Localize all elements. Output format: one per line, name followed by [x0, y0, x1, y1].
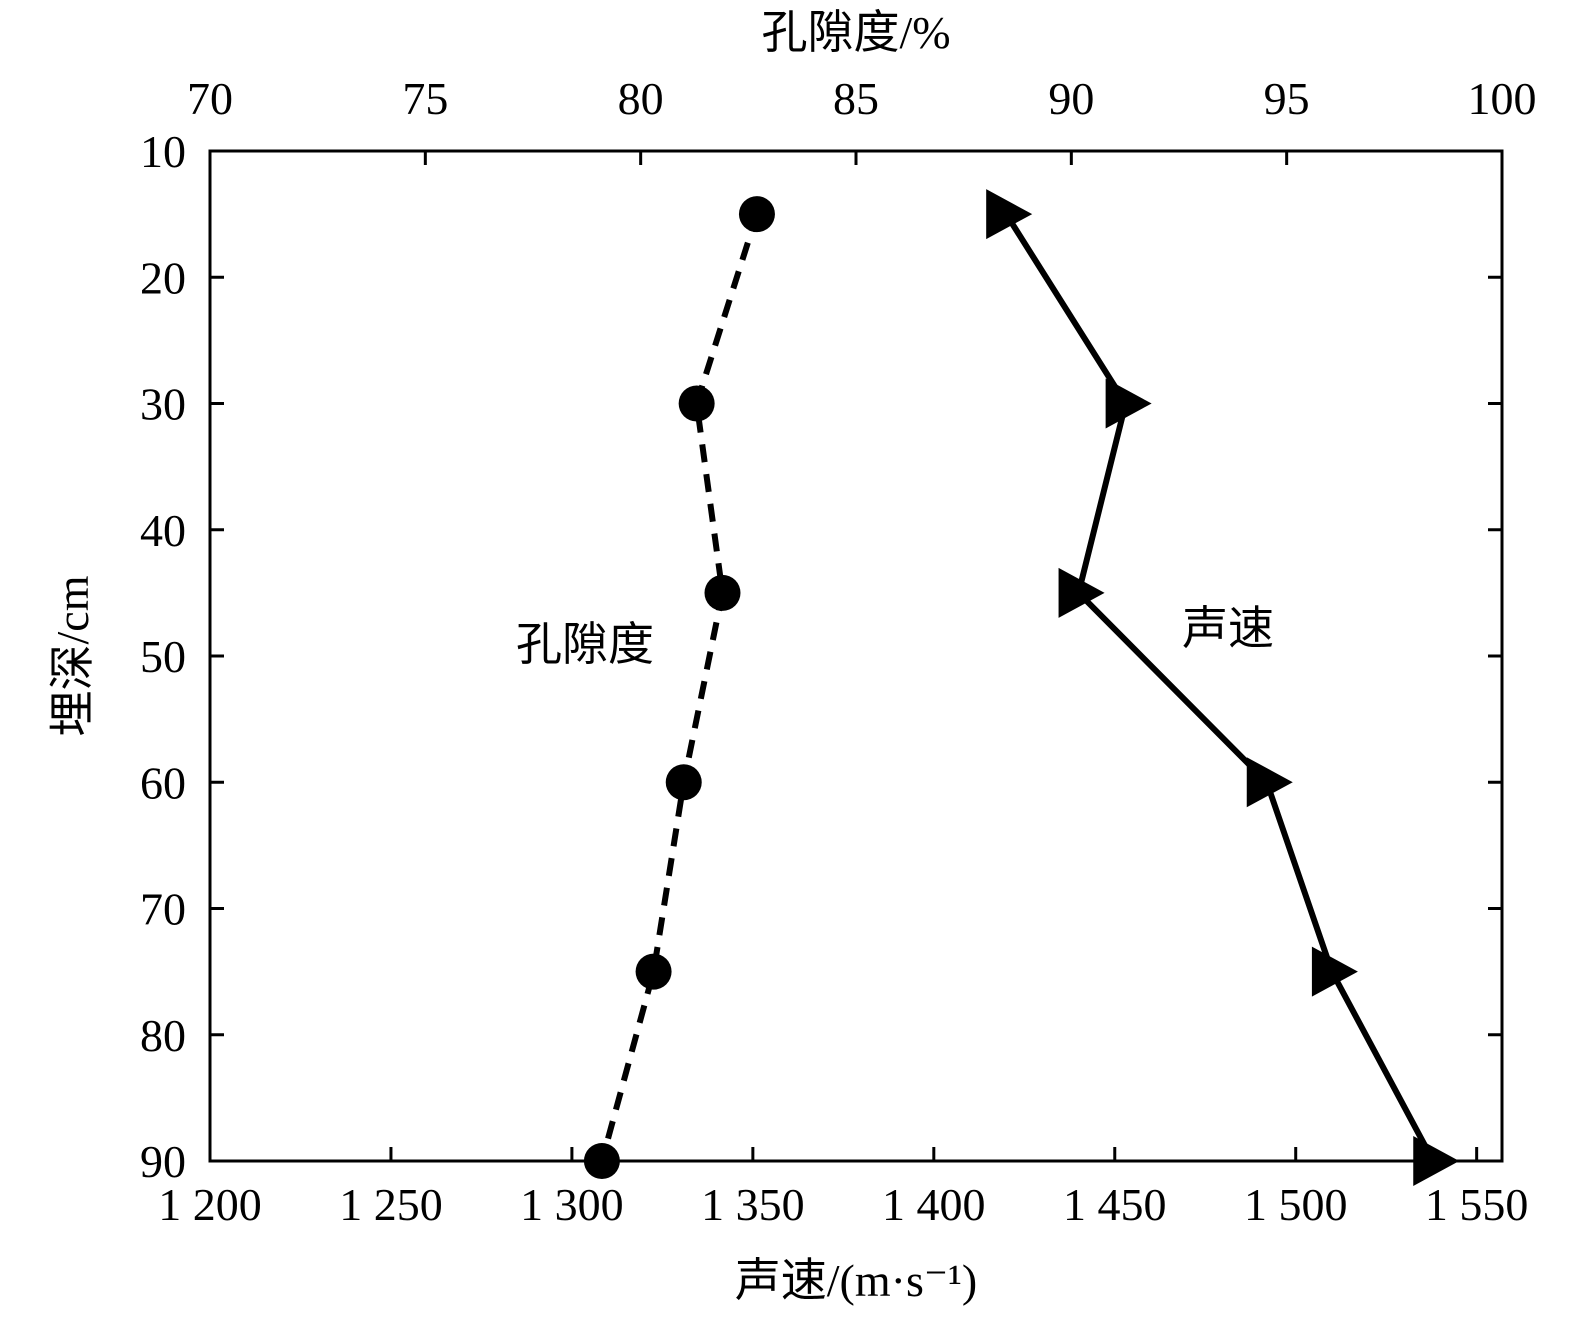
top-axis-tick-label: 75 — [402, 73, 448, 124]
series-label-sound-speed: 声速 — [1182, 603, 1274, 654]
left-axis-tick-label: 70 — [140, 884, 186, 935]
porosity-point — [583, 1143, 620, 1179]
sound-speed-point — [1105, 378, 1152, 429]
porosity-point — [704, 574, 741, 611]
series-layer — [583, 189, 1460, 1186]
sound-speed-point — [1413, 1136, 1460, 1186]
porosity-point — [738, 196, 775, 233]
left-axis-tick-label: 60 — [140, 757, 186, 808]
top-axis-tick-label: 80 — [618, 73, 664, 124]
series-label-porosity: 孔隙度 — [516, 619, 654, 670]
left-axis-tick-label: 90 — [140, 1136, 186, 1187]
plot-frame — [208, 149, 1504, 1163]
ticks: 70 75 80 85 90 95 100 1 200 1 250 1 300 1 350 1 400… — [140, 73, 1537, 1230]
left-axis-tick-label: 30 — [140, 379, 186, 430]
top-axis-tick-label: 85 — [833, 73, 879, 124]
sound-speed-point — [1246, 757, 1293, 808]
bottom-axis-tick-label: 1 200 — [158, 1179, 262, 1230]
top-axis-tick-label: 70 — [187, 73, 233, 124]
porosity-point — [635, 953, 672, 990]
top-axis-title: 孔隙度/% — [761, 7, 950, 58]
top-axis-tick-label: 95 — [1264, 73, 1310, 124]
bottom-axis-tick-label: 1 400 — [882, 1179, 986, 1230]
bottom-axis-tick-label: 1 250 — [339, 1179, 443, 1230]
top-axis-tick-label: 90 — [1048, 73, 1094, 124]
left-axis-tick-label: 50 — [140, 631, 186, 682]
bottom-axis-tick-label: 1 550 — [1425, 1179, 1529, 1230]
left-axis-tick-label: 40 — [140, 505, 186, 556]
sound-speed-point — [1058, 567, 1105, 618]
left-axis-tick-label: 80 — [140, 1010, 186, 1061]
top-axis-tick-label: 100 — [1468, 73, 1537, 124]
left-axis-tick-label: 10 — [140, 126, 186, 177]
series-line-1 — [1003, 212, 1436, 1163]
sound-speed-point — [986, 189, 1033, 240]
left-axis-tick-label: 20 — [140, 252, 186, 303]
bottom-axis-title: 声速/(m·s⁻¹) — [735, 1255, 978, 1306]
bottom-axis-tick-label: 1 450 — [1063, 1179, 1167, 1230]
sound-speed-point — [1311, 946, 1358, 997]
porosity-point — [665, 764, 702, 801]
bottom-axis-tick-label: 1 300 — [520, 1179, 624, 1230]
left-axis-title: 埋深/cm — [47, 575, 98, 736]
series-line-0 — [599, 213, 760, 1162]
bottom-axis-tick-label: 1 500 — [1244, 1179, 1348, 1230]
porosity-point — [678, 385, 715, 422]
bottom-axis-tick-label: 1 350 — [701, 1179, 805, 1230]
